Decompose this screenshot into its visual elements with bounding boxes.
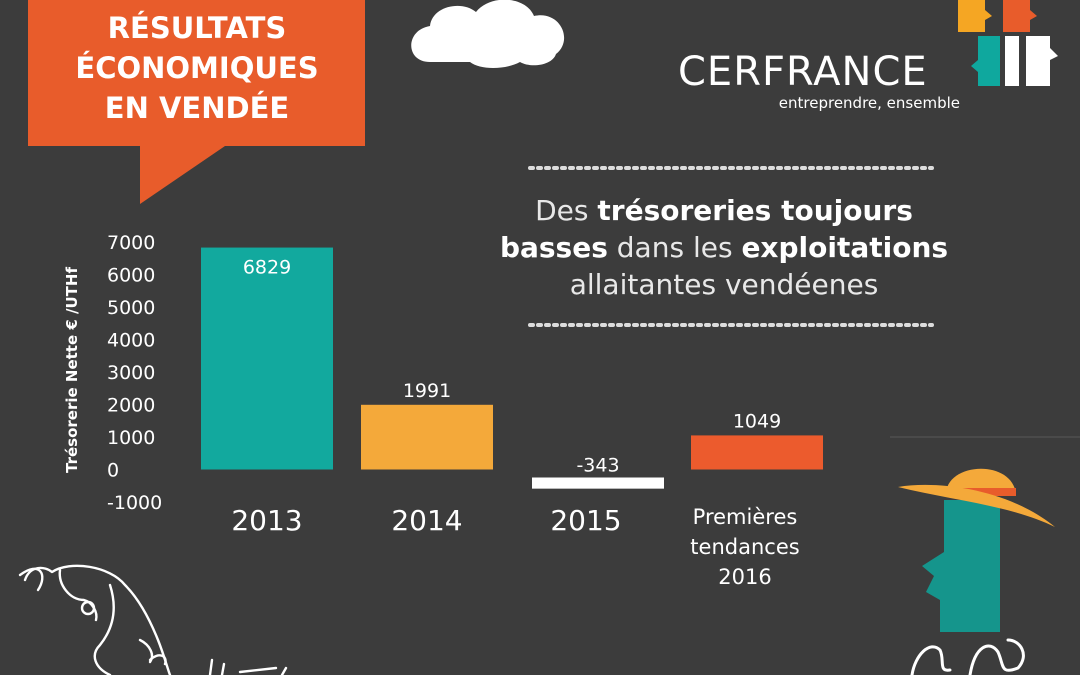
value-label: 1049 xyxy=(733,410,781,432)
bars xyxy=(201,247,823,489)
hat-brim xyxy=(898,484,1055,527)
bar-2 xyxy=(361,404,493,470)
headline-line-2-part-3: exploitations xyxy=(741,231,948,264)
headline-line-3: allaitantes vendéenes xyxy=(570,268,879,301)
category-labels: 2013 2014 2015 Premières tendances 2016 xyxy=(231,504,799,589)
logo-head-orange xyxy=(1003,0,1037,32)
y-tick-label: 6000 xyxy=(107,265,155,287)
cow-eye xyxy=(80,600,96,616)
headline-line-1: Des trésoreries toujours xyxy=(535,194,913,227)
category-label: 2016 xyxy=(718,565,771,589)
title-banner: RÉSULTATS ÉCONOMIQUES EN VENDÉE xyxy=(28,0,365,204)
y-tick-label: 2000 xyxy=(107,395,155,417)
value-label: -343 xyxy=(576,455,619,477)
category-label: 2013 xyxy=(231,504,302,537)
y-tick-label: 3000 xyxy=(107,362,155,384)
cow-horn xyxy=(18,567,44,592)
cow-nostril xyxy=(138,638,167,666)
bar-4 xyxy=(691,435,823,470)
logo-bar-white xyxy=(1005,36,1019,86)
cow-face-line xyxy=(93,583,115,675)
y-tick-label: 5000 xyxy=(107,297,155,319)
logo-heads-icon xyxy=(958,0,1058,86)
value-label: 6829 xyxy=(243,257,291,279)
logo-tagline: entreprendre, ensemble xyxy=(779,94,960,112)
headline-line-2: basses dans les exploitations xyxy=(500,231,948,264)
logo-head-white xyxy=(1026,36,1058,86)
chalk-sketch-right xyxy=(910,638,1025,675)
head-teal-shape xyxy=(922,500,1000,632)
logo-head-teal xyxy=(971,36,1000,86)
banner-line-1: RÉSULTATS xyxy=(108,11,287,45)
bar-chart: Trésorerie Nette € /UTHf 7000 6000 5000 400… xyxy=(63,232,823,589)
bar-3 xyxy=(532,477,664,489)
value-labels: 6829 1991 -343 1049 xyxy=(243,257,781,477)
headline-line-2-part-2: dans les xyxy=(608,231,742,264)
headline: Des trésoreries toujours basses dans les… xyxy=(500,194,948,301)
logo-name: CERFRANCE xyxy=(678,49,928,95)
category-label: 2015 xyxy=(550,504,621,537)
cow-sketch-illustration xyxy=(18,564,288,675)
y-tick-label: 7000 xyxy=(107,232,155,254)
headline-line-2-part-1: basses xyxy=(500,231,608,264)
y-axis-ticks: 7000 6000 5000 4000 3000 2000 1000 0 -1000 xyxy=(107,232,162,514)
cow-ear xyxy=(58,568,98,622)
y-tick-label: -1000 xyxy=(107,492,162,514)
value-label: 1991 xyxy=(403,380,451,402)
bar-1 xyxy=(201,247,333,470)
banner-line-2: ÉCONOMIQUES xyxy=(75,51,318,85)
headline-line-1-part-1: Des xyxy=(535,194,597,227)
cerfrance-logo: CERFRANCE entreprendre, ensemble xyxy=(678,0,1058,112)
category-label: 2014 xyxy=(391,504,462,537)
cow-head-outline xyxy=(23,564,172,675)
y-axis-label: Trésorerie Nette € /UTHf xyxy=(63,267,81,473)
category-label: Premières xyxy=(693,505,798,529)
banner-line-3: EN VENDÉE xyxy=(105,91,289,125)
headline-line-3-part-1: allaitantes vendéenes xyxy=(570,268,879,301)
y-tick-label: 0 xyxy=(107,460,119,482)
y-tick-label: 1000 xyxy=(107,427,155,449)
cloud-icon xyxy=(411,0,565,68)
farmer-head-illustration xyxy=(890,436,1080,675)
chalk-marks xyxy=(208,658,288,675)
headline-line-1-part-2: trésoreries toujours xyxy=(597,194,913,227)
y-tick-label: 4000 xyxy=(107,330,155,352)
logo-head-yellow xyxy=(958,0,992,32)
category-label: tendances xyxy=(690,535,799,559)
title-banner-shape xyxy=(28,0,365,204)
